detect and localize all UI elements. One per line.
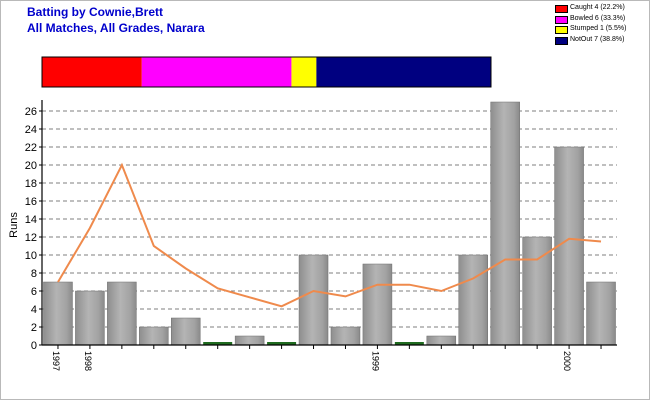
gridlines [42, 110, 617, 328]
x-tick-label: 1997 [51, 351, 61, 371]
bar [43, 281, 73, 346]
y-tick-label: 26 [25, 106, 37, 118]
axes [41, 100, 617, 349]
summary-segment-notout [316, 57, 491, 87]
bar-zero [394, 342, 424, 345]
bar [139, 326, 169, 346]
bar [234, 335, 265, 346]
dismissal-summary-bar [41, 56, 492, 88]
legend-swatch-caught [555, 5, 568, 13]
y-tick-label: 8 [31, 268, 37, 280]
bar [362, 263, 393, 346]
summary-segment-bowled [141, 57, 292, 87]
bar [298, 254, 329, 346]
bar [107, 281, 137, 346]
summary-segment-caught [42, 57, 142, 87]
bar [330, 326, 361, 346]
x-tick-labels: 1997 1998 1999 2000 [51, 351, 572, 371]
bar [75, 290, 105, 346]
bars [43, 101, 616, 346]
y-tick-label: 18 [25, 178, 37, 190]
y-tick-label: 12 [25, 232, 37, 244]
x-tick-label: 2000 [562, 351, 572, 371]
legend-swatch-bowled [555, 15, 568, 24]
y-tick-label: 0 [31, 340, 37, 352]
y-axis-label: Runs [8, 212, 20, 238]
bar-zero [267, 342, 297, 345]
legend-label-bowled: Bowled 6 (33.3%) [570, 14, 626, 22]
y-tick-label: 22 [25, 142, 37, 154]
y-tick-label: 20 [25, 160, 37, 172]
bar [522, 236, 552, 346]
legend-swatch-notout [555, 36, 568, 45]
bar-zero [203, 342, 233, 345]
chart-title: Batting by Cownie,Brett [27, 5, 164, 19]
y-tick-label: 14 [25, 214, 37, 226]
x-tick-label: 1998 [83, 351, 93, 371]
summary-bar-border [41, 56, 492, 88]
y-tick-label: 2 [31, 322, 37, 334]
legend-label-stumped: Stumped 1 (5.5%) [570, 25, 627, 32]
bar [586, 281, 616, 346]
x-tick-label: 1999 [370, 351, 380, 371]
y-tick-label: 10 [25, 250, 37, 262]
bar [458, 254, 488, 346]
legend-label-caught: Caught 4 (22.2%) [570, 4, 625, 11]
bar [490, 101, 520, 346]
summary-segment-stumped [291, 57, 317, 87]
y-tick-label: 24 [25, 124, 37, 136]
legend-label-notout: NotOut 7 (38.8%) [570, 35, 625, 43]
chart-subtitle: All Matches, All Grades, Narara [27, 21, 205, 35]
y-tick-label: 6 [31, 286, 37, 298]
bar [426, 335, 457, 346]
y-tick-label: 4 [31, 304, 37, 316]
legend-swatch-stumped [555, 26, 568, 34]
trend-line [57, 162, 602, 308]
y-tick-label: 16 [25, 196, 37, 208]
bar [171, 317, 201, 346]
